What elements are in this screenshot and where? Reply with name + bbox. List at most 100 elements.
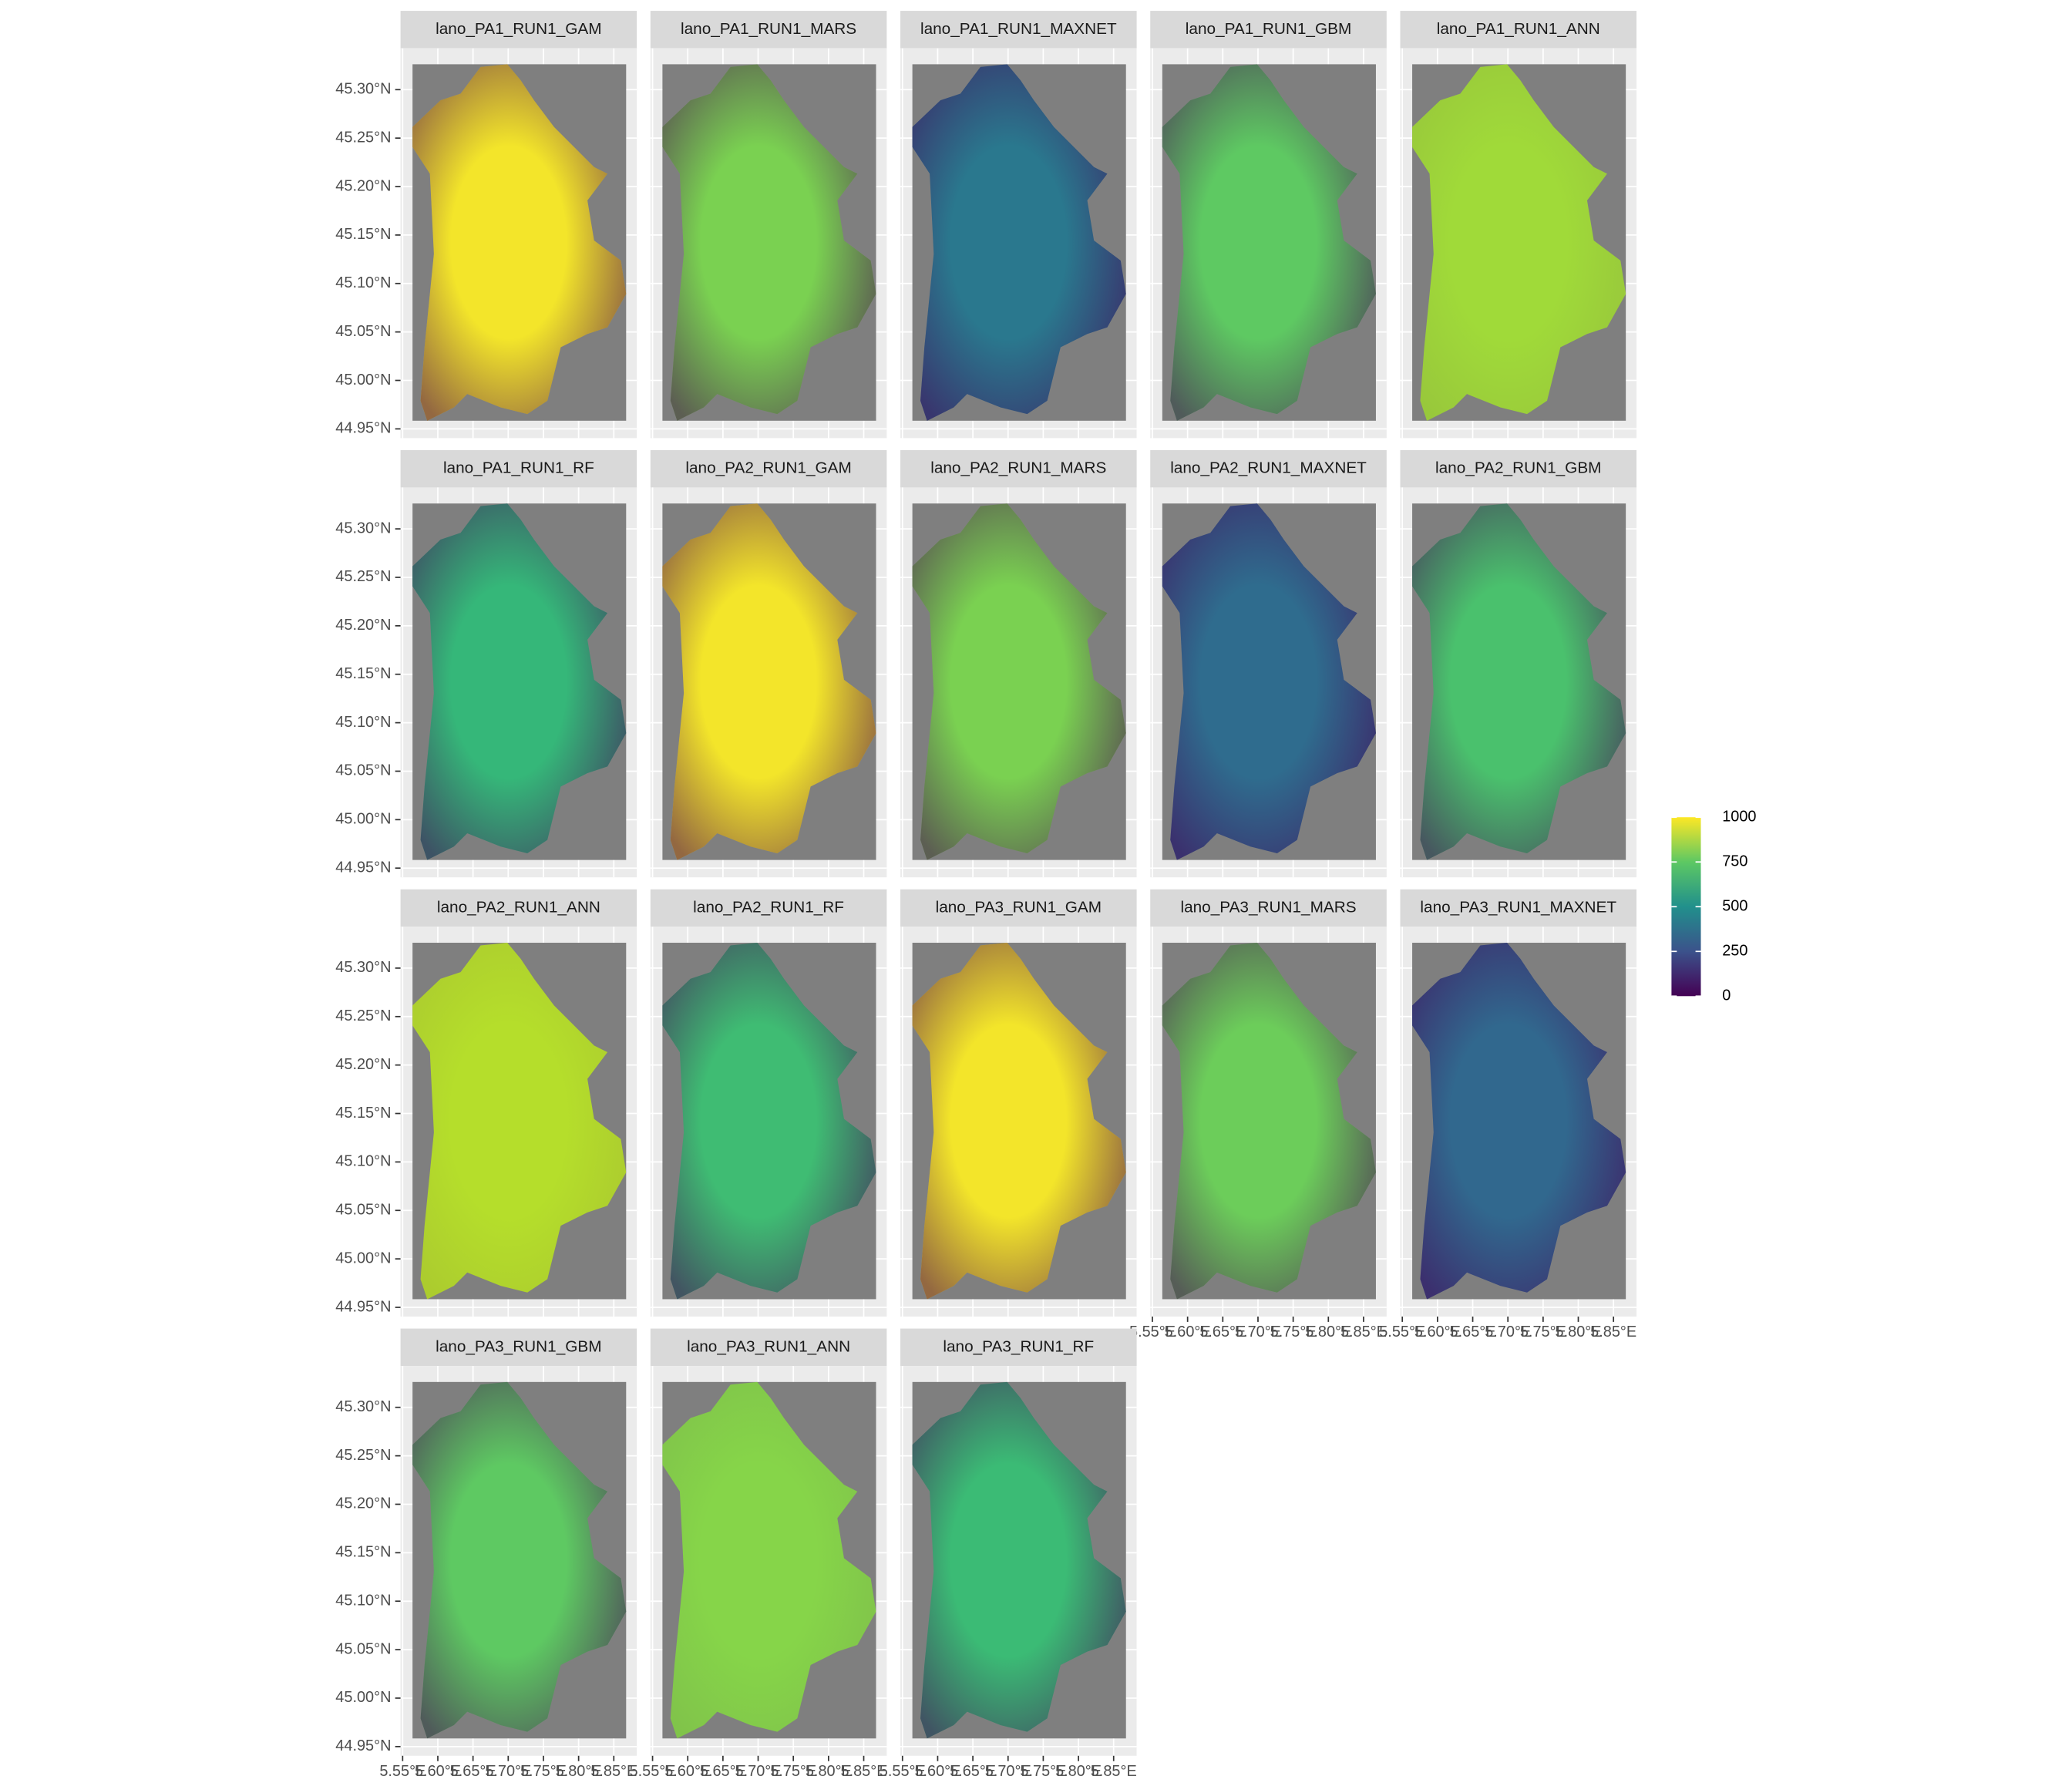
strip-background	[400, 11, 637, 49]
strip-title: lano_PA2_RUN1_ANN	[437, 898, 600, 916]
x-tick-label: 5.80°E	[1055, 1763, 1102, 1776]
y-tick-label: 45.05°N	[335, 323, 391, 340]
strip-title: lano_PA2_RUN1_RF	[693, 898, 844, 916]
map-shading	[412, 943, 627, 1300]
strip-background	[1400, 889, 1637, 927]
strip-background	[650, 889, 887, 927]
map-shading	[1412, 64, 1626, 421]
x-tick-label: 5.75°E	[1020, 1763, 1066, 1776]
x-tick-label: 5.70°E	[485, 1763, 531, 1776]
x-tick-label: 5.70°E	[735, 1763, 782, 1776]
y-tick-label: 45.00°N	[335, 372, 391, 388]
map-shading	[1162, 64, 1376, 421]
x-tick-label: 5.85°E	[841, 1763, 887, 1776]
strip-title: lano_PA3_RUN1_GBM	[436, 1337, 601, 1355]
strip-title: lano_PA1_RUN1_MAXNET	[920, 20, 1117, 38]
map-shading	[1162, 503, 1376, 860]
y-tick-label: 45.30°N	[335, 1398, 391, 1415]
x-tick-label: 5.55°E	[630, 1763, 676, 1776]
strip-background	[1150, 889, 1387, 927]
x-tick-label: 5.65°E	[700, 1763, 746, 1776]
map-shading	[912, 943, 1126, 1300]
strip-background	[900, 889, 1137, 927]
x-tick-label: 5.85°E	[1340, 1324, 1387, 1340]
strip-background	[650, 1328, 887, 1367]
x-tick-label: 5.55°E	[1379, 1324, 1425, 1340]
strip-background	[650, 449, 887, 488]
x-tick-label: 5.75°E	[1270, 1324, 1317, 1340]
x-tick-label: 5.70°E	[985, 1763, 1031, 1776]
x-tick-label: 5.80°E	[1305, 1324, 1351, 1340]
map-shading	[662, 1381, 876, 1739]
map-shading	[912, 64, 1126, 421]
strip-background	[900, 1328, 1137, 1367]
y-tick-label: 45.05°N	[335, 1202, 391, 1219]
x-tick-label: 5.60°E	[664, 1763, 711, 1776]
x-tick-label: 5.65°E	[450, 1763, 496, 1776]
strip-title: lano_PA2_RUN1_GBM	[1435, 459, 1601, 477]
strip-background	[900, 449, 1137, 488]
strip-background	[650, 11, 887, 49]
y-tick-label: 45.20°N	[335, 1056, 391, 1073]
y-tick-label: 45.15°N	[335, 1544, 391, 1561]
x-tick-label: 5.65°E	[950, 1763, 996, 1776]
x-tick-label: 5.65°E	[1199, 1324, 1246, 1340]
y-tick-label: 45.00°N	[335, 1250, 391, 1266]
x-tick-label: 5.55°E	[379, 1763, 426, 1776]
y-tick-label: 45.15°N	[335, 1105, 391, 1122]
y-tick-label: 45.25°N	[335, 568, 391, 585]
x-tick-label: 5.80°E	[556, 1763, 602, 1776]
strip-title: lano_PA2_RUN1_MARS	[930, 459, 1106, 477]
map-shading	[1412, 943, 1626, 1300]
map-shading	[662, 64, 876, 421]
strip-background	[1400, 449, 1637, 488]
strip-title: lano_PA2_RUN1_MAXNET	[1170, 459, 1367, 477]
strip-title: lano_PA1_RUN1_MARS	[681, 20, 856, 38]
x-tick-label: 5.60°E	[1414, 1324, 1461, 1340]
y-tick-label: 45.20°N	[335, 177, 391, 194]
map-shading	[412, 503, 627, 860]
strip-title: lano_PA1_RUN1_GBM	[1186, 20, 1351, 38]
strip-background	[1400, 11, 1637, 49]
y-tick-label: 45.00°N	[335, 1689, 391, 1706]
x-tick-label: 5.65°E	[1450, 1324, 1496, 1340]
y-tick-label: 45.30°N	[335, 520, 391, 536]
x-tick-label: 5.75°E	[1520, 1324, 1566, 1340]
y-tick-label: 45.25°N	[335, 1447, 391, 1464]
x-tick-label: 5.85°E	[1590, 1324, 1636, 1340]
y-tick-label: 45.10°N	[335, 274, 391, 291]
x-tick-label: 5.55°E	[1129, 1324, 1176, 1340]
strip-background	[900, 11, 1137, 49]
y-tick-label: 45.15°N	[335, 226, 391, 243]
map-shading	[662, 503, 876, 860]
x-tick-label: 5.60°E	[1165, 1324, 1211, 1340]
strip-background	[400, 449, 637, 488]
y-tick-label: 45.10°N	[335, 1592, 391, 1609]
colorbar-label: 1000	[1722, 808, 1756, 825]
y-tick-label: 45.05°N	[335, 1640, 391, 1657]
x-tick-label: 5.75°E	[770, 1763, 816, 1776]
strip-title: lano_PA3_RUN1_ANN	[687, 1337, 850, 1355]
y-tick-label: 45.10°N	[335, 714, 391, 731]
map-shading	[912, 1381, 1126, 1739]
strip-background	[400, 889, 637, 927]
strip-background	[1150, 449, 1387, 488]
x-tick-label: 5.60°E	[914, 1763, 960, 1776]
map-shading	[1412, 503, 1626, 860]
y-tick-label: 45.00°N	[335, 811, 391, 828]
y-tick-label: 45.20°N	[335, 617, 391, 634]
strip-background	[1150, 11, 1387, 49]
y-tick-label: 45.30°N	[335, 959, 391, 976]
strip-title: lano_PA2_RUN1_GAM	[685, 459, 851, 477]
x-tick-label: 5.85°E	[590, 1763, 637, 1776]
y-tick-label: 45.20°N	[335, 1495, 391, 1512]
y-tick-label: 44.95°N	[335, 1737, 391, 1754]
strip-title: lano_PA3_RUN1_MARS	[1180, 898, 1356, 916]
strip-title: lano_PA3_RUN1_MAXNET	[1420, 898, 1616, 916]
y-tick-label: 45.10°N	[335, 1153, 391, 1170]
strip-title: lano_PA1_RUN1_GAM	[436, 20, 601, 38]
x-tick-label: 5.70°E	[1485, 1324, 1531, 1340]
y-tick-label: 45.15°N	[335, 665, 391, 682]
y-tick-label: 44.95°N	[335, 1298, 391, 1315]
